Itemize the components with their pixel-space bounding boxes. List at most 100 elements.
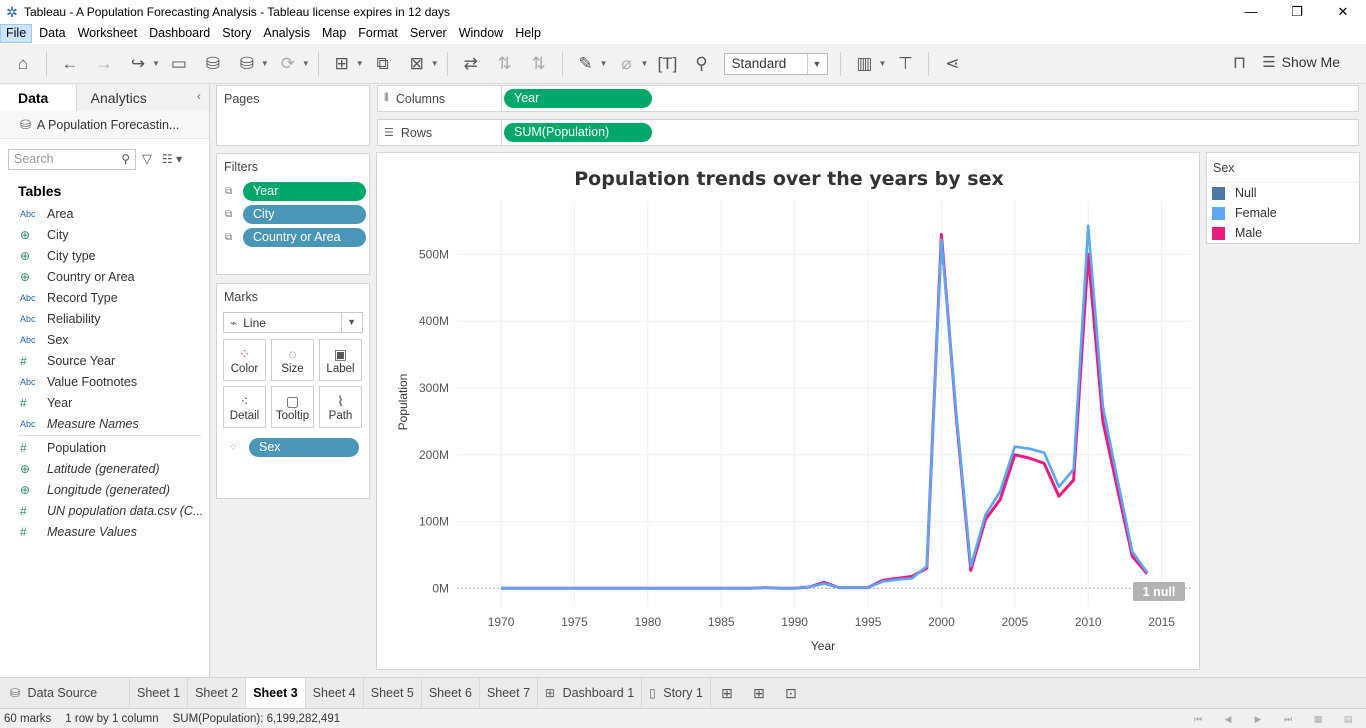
menu-format[interactable]: Format xyxy=(358,26,398,40)
legend-item-female[interactable]: Female xyxy=(1207,203,1359,223)
tooltip-button[interactable]: ▢ Tooltip xyxy=(271,386,314,428)
field-item[interactable]: Abc Reliability xyxy=(0,308,209,329)
columns-shelf[interactable]: ⦀ Columns Year xyxy=(377,85,1359,112)
highlight-icon[interactable]: ✎ xyxy=(578,53,593,73)
refresh-caret-icon[interactable]: ▼ xyxy=(301,59,310,68)
save-icon[interactable]: ▭ xyxy=(170,53,187,73)
field-item[interactable]: ⊕ Latitude (generated) xyxy=(0,458,209,479)
highlight-caret-icon[interactable]: ▼ xyxy=(599,59,608,68)
series-line-female[interactable] xyxy=(501,224,1149,590)
color-pill-sex[interactable]: Sex xyxy=(249,438,359,457)
filters-shelf[interactable]: Filters ⧉ Year ⧉ City ⧉ Country or Area xyxy=(216,153,370,275)
collapse-pane-icon[interactable]: ‹ xyxy=(197,89,201,103)
new-worksheet-caret-icon[interactable]: ▼ xyxy=(355,59,364,68)
filter-icon[interactable]: ▽ xyxy=(142,151,152,166)
group-caret-icon[interactable]: ▼ xyxy=(640,59,649,68)
new-data-source-icon[interactable]: ⛁ xyxy=(205,53,221,73)
fix-axes-icon[interactable]: ⚲ xyxy=(695,53,708,73)
menu-dashboard[interactable]: Dashboard xyxy=(149,26,211,40)
first-sheet-icon[interactable]: ⏮ xyxy=(1193,713,1203,724)
legend-item-male[interactable]: Male xyxy=(1207,223,1359,243)
swap-rows-columns-icon[interactable]: ⇄ xyxy=(463,53,478,73)
clear-sheet-icon[interactable]: ⊠ xyxy=(409,53,424,73)
field-item[interactable]: # Measure Values xyxy=(0,521,209,542)
null-indicator[interactable]: 1 null xyxy=(1133,582,1185,601)
tab-sheet-2[interactable]: Sheet 2 xyxy=(188,678,247,708)
new-worksheet-icon[interactable]: ⊞ xyxy=(334,53,349,73)
color-button[interactable]: ⁘ Color xyxy=(223,339,266,381)
menu-server[interactable]: Server xyxy=(409,26,447,40)
minimize-button[interactable]: — xyxy=(1244,4,1258,19)
field-item[interactable]: ⊕ Country or Area xyxy=(0,266,209,287)
tab-sheet-1[interactable]: Sheet 1 xyxy=(130,678,189,708)
refresh-icon[interactable]: ⟳ xyxy=(280,53,295,73)
data-source-item[interactable]: ⛁ A Population Forecastin... xyxy=(0,111,209,139)
tab-analytics[interactable]: Analytics xyxy=(75,85,209,111)
tab-sheet-6[interactable]: Sheet 6 xyxy=(422,678,480,708)
size-button[interactable]: ◌ Size xyxy=(271,339,314,381)
maximize-button[interactable]: ❐ xyxy=(1291,3,1303,19)
presentation-mode-icon[interactable]: ⊤ xyxy=(897,53,913,73)
next-sheet-icon[interactable]: ▶ xyxy=(1254,713,1262,724)
sort-ascending-icon[interactable]: ⇅ xyxy=(497,53,512,73)
menu-window[interactable]: Window xyxy=(458,26,504,40)
share-icon[interactable]: ⋖ xyxy=(945,53,960,73)
marks-color-field[interactable]: ⁘ Sex xyxy=(229,438,369,457)
new-dashboard-tab-icon[interactable]: ⊞ xyxy=(752,684,765,701)
legend-item-null[interactable]: Null xyxy=(1207,183,1359,203)
tab-sheet-3[interactable]: Sheet 3 xyxy=(246,678,306,708)
search-input[interactable]: Search ⚲ xyxy=(8,148,136,170)
show-cards-caret-icon[interactable]: ▼ xyxy=(878,59,887,68)
field-item[interactable]: # Year xyxy=(0,392,209,413)
menu-worksheet[interactable]: Worksheet xyxy=(77,26,138,40)
new-worksheet-tab-icon[interactable]: ⊞ xyxy=(720,684,733,701)
field-item[interactable]: # Population xyxy=(0,437,209,458)
field-item[interactable]: # Source Year xyxy=(0,350,209,371)
home-icon[interactable]: ⌂ xyxy=(17,53,29,73)
field-item[interactable]: ⊕ Longitude (generated) xyxy=(0,479,209,500)
tab-data-source[interactable]: ⛁ Data Source xyxy=(0,678,130,708)
filter-item[interactable]: ⧉ City xyxy=(217,205,369,224)
show-cards-icon[interactable]: ▥ xyxy=(856,53,873,73)
replay-icon[interactable]: ↪ xyxy=(130,53,146,73)
filter-pill-year[interactable]: Year xyxy=(243,182,366,201)
menu-data[interactable]: Data xyxy=(39,26,66,40)
redo-icon[interactable]: → xyxy=(95,53,113,73)
menu-map[interactable]: Map xyxy=(321,26,347,40)
sort-descending-icon[interactable]: ⇅ xyxy=(531,53,546,73)
pause-caret-icon[interactable]: ▼ xyxy=(260,59,269,68)
undo-icon[interactable]: ← xyxy=(61,53,79,73)
line-chart[interactable]: Population trends over the years by sex … xyxy=(377,153,1199,669)
pause-updates-icon[interactable]: ⛁ xyxy=(239,53,255,73)
field-item[interactable]: Abc Value Footnotes xyxy=(0,371,209,392)
pages-shelf[interactable]: Pages xyxy=(216,85,370,146)
new-story-tab-icon[interactable]: ⊡ xyxy=(784,684,797,701)
close-button[interactable]: ✕ xyxy=(1337,3,1349,19)
show-me-button[interactable]: ☰ Show Me xyxy=(1262,53,1340,71)
filter-pill-country[interactable]: Country or Area xyxy=(243,228,366,247)
menu-help[interactable]: Help xyxy=(515,26,541,40)
field-item[interactable]: Abc Record Type xyxy=(0,287,209,308)
view-options-icon[interactable]: ☷ ▾ xyxy=(162,152,183,166)
rows-pill-population[interactable]: SUM(Population) xyxy=(504,123,652,142)
format-paint-icon[interactable]: ⊓ xyxy=(1232,53,1246,72)
filter-item[interactable]: ⧉ Country or Area xyxy=(217,228,369,247)
tab-story-1[interactable]: ▯ Story 1 xyxy=(642,678,711,708)
menu-file[interactable]: File xyxy=(0,24,33,43)
series-line-male[interactable] xyxy=(501,232,1149,590)
tab-sheet-4[interactable]: Sheet 4 xyxy=(306,678,364,708)
field-item[interactable]: ⊕ City xyxy=(0,224,209,245)
chart-view[interactable]: Population trends over the years by sex … xyxy=(376,152,1200,670)
replay-caret-icon[interactable]: ▼ xyxy=(152,59,160,68)
tab-dashboard-1[interactable]: ⊞ Dashboard 1 xyxy=(538,678,643,708)
detail-button[interactable]: ⁖ Detail xyxy=(223,386,266,428)
show-mark-labels-icon[interactable]: [T] xyxy=(657,53,678,73)
tab-sheet-7[interactable]: Sheet 7 xyxy=(480,678,539,708)
columns-pill-year[interactable]: Year xyxy=(504,89,652,108)
field-item[interactable]: # UN population data.csv (C... xyxy=(0,500,209,521)
rows-shelf[interactable]: ☰ Rows SUM(Population) xyxy=(377,119,1359,146)
label-button[interactable]: ▣ Label xyxy=(319,339,362,381)
duplicate-sheet-icon[interactable]: ⧉ xyxy=(376,53,389,73)
sheet-sorter-icon[interactable]: ▦ xyxy=(1313,713,1323,724)
field-item[interactable]: Abc Sex xyxy=(0,329,209,350)
